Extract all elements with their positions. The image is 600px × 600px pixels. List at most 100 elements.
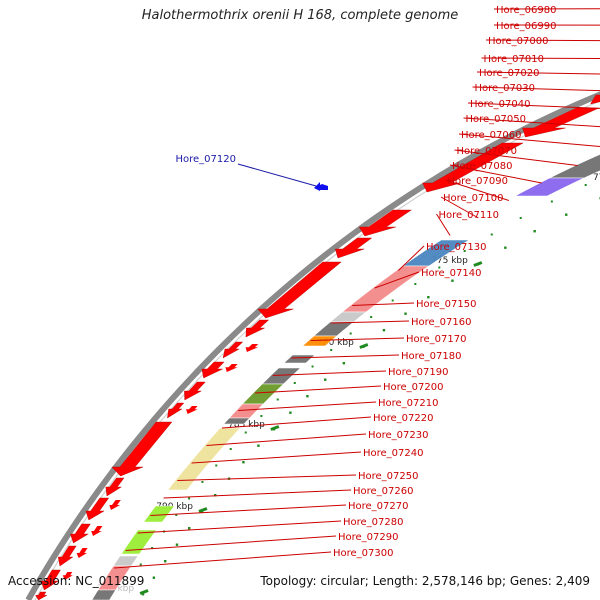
- gene-label-text: Hore_07260: [353, 486, 414, 497]
- gene-label-text: Hore_07300: [333, 548, 394, 559]
- scale-dot: [188, 527, 191, 530]
- gene-leader-line: [398, 245, 425, 271]
- gene-leader-line: [330, 320, 410, 324]
- gene-label-hore-07300: Hore_07300: [113, 548, 394, 569]
- gene-label-hore-07140: Hore_07140: [374, 268, 482, 289]
- scale-label: 780 kbp: [317, 338, 354, 348]
- scale-dot: [152, 576, 156, 579]
- gene-leader-line: [472, 86, 600, 92]
- scale-label: 770 kbp: [593, 173, 600, 183]
- cog-function-block: [222, 417, 251, 425]
- gene-label-hore-07110: Hore_07110: [436, 210, 499, 236]
- gene-label-text: Hore_07050: [466, 114, 527, 125]
- orf-arrow: [40, 569, 61, 591]
- scale-dot: [533, 230, 536, 233]
- gene-label-hore-07180: Hore_07180: [291, 351, 462, 362]
- function-ring-dot: [175, 514, 178, 516]
- orf-arrow: [105, 477, 125, 497]
- function-ring-dot: [260, 415, 263, 417]
- gene-leader-line: [163, 489, 352, 499]
- gene-label-hore-07170: Hore_07170: [310, 334, 467, 345]
- gene-label-hore-07100: Hore_07100: [440, 193, 504, 219]
- gene-leader-line: [137, 520, 342, 534]
- orf-arrow: [358, 209, 412, 237]
- gene-label-hore-07150: Hore_07150: [352, 299, 477, 310]
- scale-label: 790 kbp: [156, 502, 193, 512]
- function-ring-dot: [490, 233, 493, 236]
- function-ring-dot: [215, 464, 218, 467]
- gene-label-text: Hore_07150: [416, 299, 477, 310]
- function-ring-dot: [330, 349, 333, 351]
- function-ring-dot: [550, 200, 553, 203]
- function-ring-dot: [349, 332, 352, 335]
- gene-label-hore-07050: Hore_07050: [463, 114, 600, 128]
- gene-leader-line: [374, 271, 420, 289]
- cog-function-block: [301, 335, 338, 347]
- cog-function-block: [228, 403, 265, 419]
- accession-label: Accession: NC_011899: [8, 574, 145, 588]
- gene-label-text: Hore_07160: [411, 317, 472, 328]
- function-ring-dot: [244, 431, 247, 434]
- gene-label-text: Hore_07040: [470, 99, 531, 110]
- gene-label-text: Hore_07220: [373, 413, 434, 424]
- gene-label-text: Hore_07020: [479, 68, 540, 79]
- gene-leader-line: [237, 163, 317, 187]
- cog-function-block: [261, 367, 302, 385]
- scale-dot: [565, 213, 568, 216]
- function-ring-dot: [229, 448, 232, 450]
- orf-arrow: [35, 591, 48, 600]
- function-ring-dot: [311, 365, 314, 368]
- function-ring-dot: [276, 398, 279, 401]
- gene-label-text: Hore_07180: [401, 351, 462, 362]
- orf-arrow-small: [245, 344, 259, 352]
- cog-function-block: [120, 529, 157, 555]
- gene-label-hore-07080: Hore_07080: [449, 161, 542, 184]
- gene-label-text: Hore_07240: [363, 448, 424, 459]
- cog-function-block: [549, 154, 600, 179]
- cog-function-block: [313, 321, 355, 337]
- scale-major-tick: [359, 343, 369, 349]
- scale-dot: [289, 411, 292, 414]
- gene-leader-line: [238, 401, 377, 411]
- gene-leader-line: [352, 302, 415, 306]
- gene-label-text: Hore_07270: [348, 501, 409, 512]
- scale-dot: [342, 362, 346, 365]
- scale-dot: [163, 560, 167, 563]
- orf-arrow-small: [62, 572, 73, 580]
- scale-dot: [504, 246, 507, 249]
- gene-label-text: Hore_07000: [488, 36, 549, 47]
- gene-leader-line: [255, 385, 382, 394]
- function-ring-dot: [370, 316, 373, 318]
- gene-label-hore-06990: Hore_06990: [493, 21, 600, 32]
- scale-dot: [242, 461, 245, 464]
- gene-label-hore-07130: Hore_07130: [398, 242, 487, 271]
- gene-label-text: Hore_07250: [358, 471, 419, 482]
- function-ring-dot: [584, 184, 587, 186]
- gene-leader-line: [476, 71, 600, 75]
- orf-arrow: [222, 341, 244, 359]
- cog-function-block: [514, 177, 585, 197]
- orf-arrow-small: [76, 548, 88, 558]
- gene-leader-line: [272, 370, 387, 376]
- scale-major-tick: [473, 261, 483, 267]
- cog-function-block: [283, 354, 316, 364]
- orf-arrow: [167, 402, 185, 419]
- gene-leader-line: [125, 535, 337, 551]
- scale-major-tick: [198, 507, 208, 513]
- gene-label-hore-07280: Hore_07280: [137, 517, 404, 534]
- scale-major-tick: [139, 589, 149, 595]
- gene-label-hore-07060: Hore_07060: [458, 130, 600, 148]
- cog-function-block: [143, 505, 176, 523]
- minus-strand-gene-head: [314, 182, 320, 191]
- scale-dot: [451, 279, 454, 282]
- gene-leader-line: [458, 133, 600, 148]
- gene-label-text: Hore_07010: [484, 54, 545, 65]
- genome-summary: Topology: circular; Length: 2,578,146 bp…: [260, 574, 590, 588]
- gene-label-hore-07020: Hore_07020: [476, 68, 600, 79]
- gene-label-text: Hore_07170: [406, 334, 467, 345]
- gene-leader-line: [221, 416, 372, 429]
- orf-arrow: [57, 545, 77, 567]
- gene-label-hore-07090: Hore_07090: [445, 176, 510, 201]
- gene-label-hore-07270: Hore_07270: [150, 501, 409, 516]
